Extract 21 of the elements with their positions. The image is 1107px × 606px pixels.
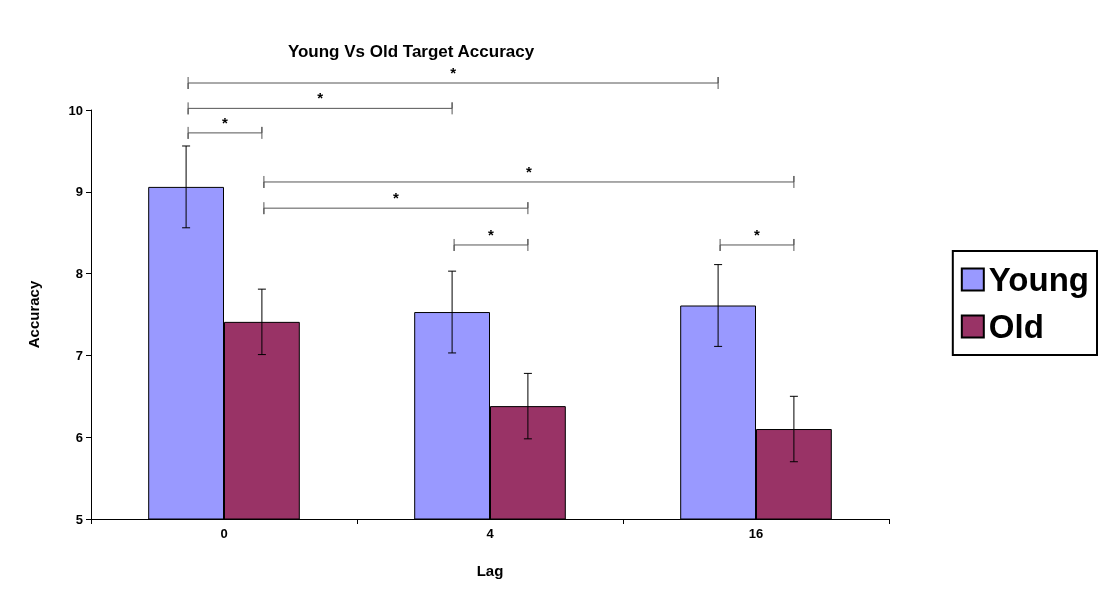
text: * (317, 89, 324, 107)
y-tick-label: 6 (75, 429, 83, 445)
chart-title: Young Vs Old Target Accuracy (287, 42, 535, 61)
text: * (450, 64, 457, 82)
y-tick-label: 5 (75, 511, 83, 527)
annotation: * (222, 113, 229, 131)
x-axis-title: Lag (476, 562, 504, 579)
x-tick-label: 4 (486, 526, 495, 541)
legend-label: Old (988, 308, 1044, 345)
x-tick-label: 16 (748, 526, 764, 541)
annotation: * (488, 225, 495, 243)
y-axis-title: Accuracy (25, 280, 42, 349)
annotation: * (525, 162, 532, 180)
x-tick-label: 0 (220, 526, 228, 541)
y-tick-label: 9 (75, 184, 83, 200)
annotation: * (754, 225, 761, 243)
y-tick-label: 7 (75, 347, 83, 363)
y-tick-label: 8 (75, 266, 83, 282)
legend-label: Young (988, 261, 1090, 298)
y-tick-label: 10 (68, 102, 83, 118)
annotation: * (392, 189, 399, 207)
